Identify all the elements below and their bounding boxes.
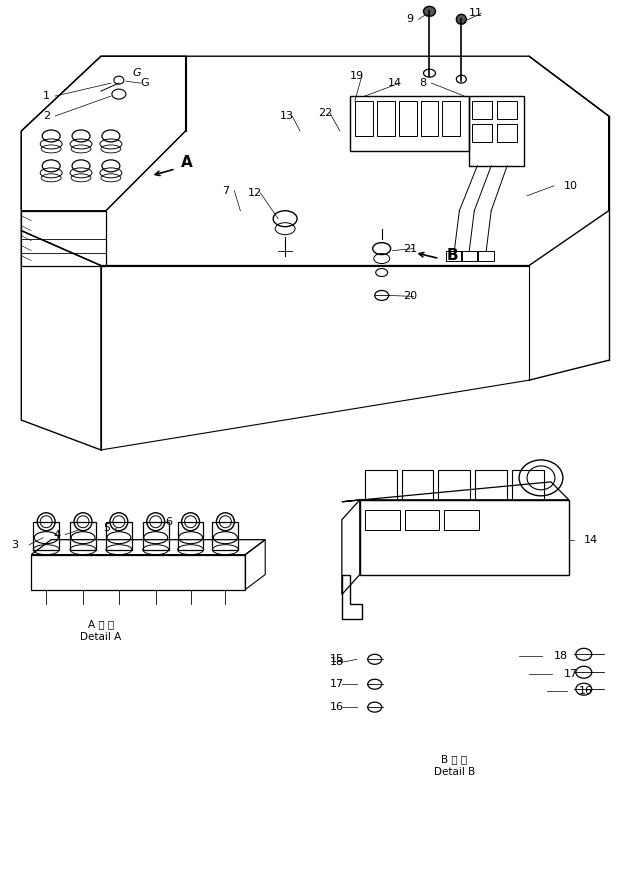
Text: 17: 17 [564, 669, 578, 679]
Bar [355, 101, 372, 136]
Bar [472, 101, 492, 119]
Bar [472, 124, 492, 142]
Text: 2: 2 [43, 111, 50, 121]
Bar [497, 101, 517, 119]
Text: 8: 8 [419, 78, 426, 88]
Bar [377, 101, 394, 136]
Text: 10: 10 [564, 180, 578, 191]
Text: 14: 14 [584, 534, 598, 545]
Bar [402, 470, 433, 500]
Bar [478, 251, 494, 260]
Text: 5: 5 [103, 523, 110, 533]
Text: 4: 4 [53, 530, 60, 540]
Text: G: G [133, 68, 142, 78]
Bar [445, 510, 479, 530]
Bar [461, 251, 477, 260]
Bar [421, 101, 438, 136]
Text: A: A [181, 155, 192, 170]
Bar [512, 470, 544, 500]
Bar [446, 251, 462, 260]
Text: 16: 16 [330, 703, 344, 712]
Bar [70, 522, 96, 549]
Bar [365, 470, 397, 500]
Text: 20: 20 [404, 292, 418, 301]
Bar [106, 522, 132, 549]
Bar [443, 101, 460, 136]
Bar [497, 124, 517, 142]
Bar [350, 96, 469, 151]
Bar [360, 500, 569, 575]
Text: 22: 22 [318, 108, 332, 118]
Bar [365, 510, 399, 530]
Text: 11: 11 [469, 9, 483, 18]
Bar [177, 522, 204, 549]
Text: 18: 18 [554, 651, 568, 661]
Bar [399, 101, 416, 136]
Bar [213, 522, 238, 549]
Text: 17: 17 [330, 679, 344, 689]
Bar [143, 522, 169, 549]
Text: B: B [446, 248, 458, 263]
Bar [475, 470, 507, 500]
Text: B 詳 細: B 詳 細 [441, 754, 468, 764]
Text: 1: 1 [43, 91, 50, 101]
Text: 14: 14 [387, 78, 402, 88]
Ellipse shape [456, 14, 466, 25]
Text: 16: 16 [579, 686, 593, 696]
Text: Detail B: Detail B [434, 766, 475, 777]
Bar [438, 470, 470, 500]
Text: A 詳 細: A 詳 細 [88, 619, 114, 630]
Text: 3: 3 [11, 540, 18, 549]
Bar [404, 510, 440, 530]
Text: 15: 15 [330, 654, 344, 664]
Text: 6: 6 [166, 517, 172, 526]
Ellipse shape [423, 6, 436, 17]
Text: Detail A: Detail A [80, 632, 122, 642]
Text: 13: 13 [280, 111, 294, 121]
Bar [469, 96, 524, 166]
Bar [31, 555, 245, 590]
Text: G: G [141, 78, 149, 88]
Text: 18: 18 [330, 657, 344, 668]
Bar [33, 522, 59, 549]
Text: 9: 9 [406, 14, 414, 25]
Text: 7: 7 [223, 186, 229, 196]
Text: 12: 12 [248, 187, 263, 198]
Text: 19: 19 [350, 71, 364, 81]
Text: 21: 21 [404, 244, 418, 254]
